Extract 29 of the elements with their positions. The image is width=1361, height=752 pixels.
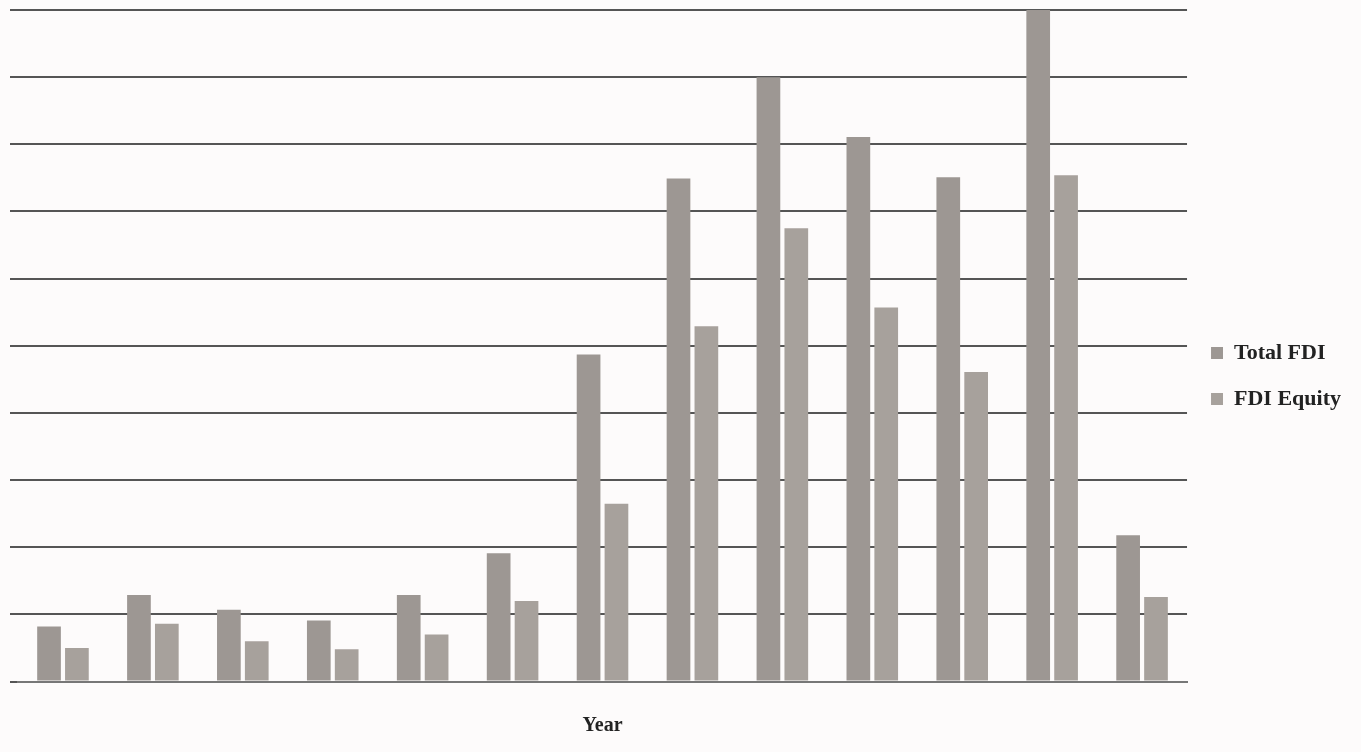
bar — [694, 326, 719, 681]
bar — [396, 594, 421, 681]
bar — [874, 307, 899, 681]
bar — [846, 136, 871, 681]
bar — [666, 178, 691, 681]
legend-label: Total FDI — [1234, 338, 1326, 364]
bar — [486, 553, 511, 681]
bar — [65, 648, 89, 681]
bar — [1054, 175, 1078, 681]
bar — [784, 228, 809, 681]
bar — [306, 620, 331, 681]
legend-label: FDI Equity — [1234, 384, 1342, 410]
bar — [217, 609, 241, 681]
x-axis-title: Year — [582, 713, 623, 736]
bar — [424, 634, 449, 681]
bar — [604, 503, 629, 681]
bar — [1026, 10, 1051, 681]
bar — [936, 177, 961, 681]
bar — [154, 623, 179, 681]
bar — [37, 626, 61, 681]
bar — [127, 594, 151, 681]
bar — [244, 641, 269, 681]
bar — [1116, 535, 1140, 681]
bar — [756, 77, 781, 681]
bar — [576, 354, 601, 681]
bar — [514, 601, 539, 681]
bar — [964, 371, 988, 681]
bar — [1144, 596, 1168, 681]
bar — [334, 649, 359, 681]
